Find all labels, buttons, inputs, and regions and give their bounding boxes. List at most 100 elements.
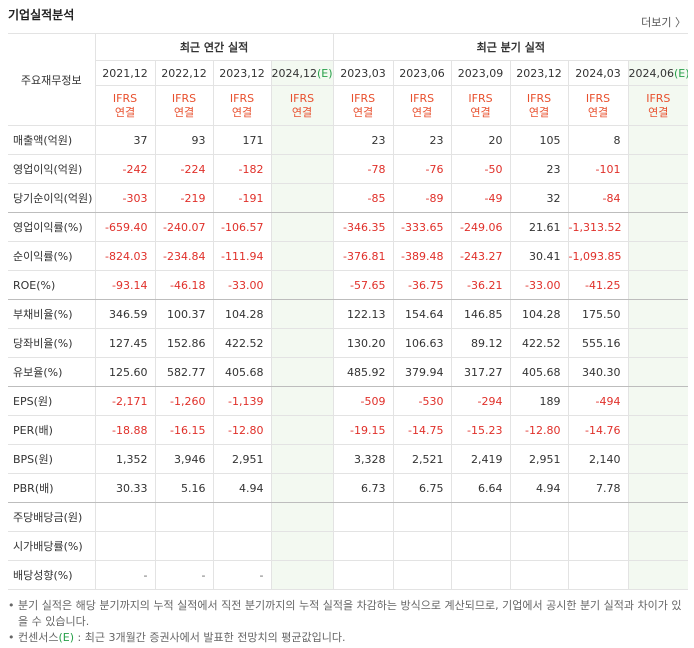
basis-header: IFRS 연결	[332, 85, 394, 126]
value-cell: -89	[392, 183, 452, 213]
value-cell	[627, 183, 689, 213]
value-cell: -	[94, 560, 156, 590]
value-cell	[94, 502, 156, 532]
value-cell: 106.63	[392, 328, 452, 358]
value-cell: -2,171	[94, 386, 156, 416]
row-label: 당기순이익(억원)	[8, 183, 96, 213]
period-header: 2022,12	[154, 60, 214, 86]
value-cell: -249.06	[450, 212, 511, 242]
value-cell: 175.50	[567, 299, 629, 329]
value-cell: 2,419	[450, 444, 511, 474]
row-label: PER(배)	[8, 415, 96, 445]
value-cell	[270, 473, 334, 503]
value-cell: 20	[450, 125, 511, 155]
basis-header: IFRS 연결	[270, 85, 334, 126]
value-cell: 6.73	[332, 473, 394, 503]
data-row: 주당배당금(원)	[8, 502, 689, 532]
value-cell	[392, 560, 452, 590]
value-cell: 555.16	[567, 328, 629, 358]
value-cell: 23	[332, 125, 394, 155]
value-cell: -182	[212, 154, 272, 184]
value-cell: -240.07	[154, 212, 214, 242]
period-header: 2021,12	[95, 60, 156, 86]
value-cell: 122.13	[332, 299, 394, 329]
value-cell	[627, 560, 689, 590]
estimate-mark: (E)	[317, 66, 333, 80]
basis-header: IFRS 연결	[567, 85, 629, 126]
period-header: 2023,03	[332, 60, 394, 86]
note-mark: (E)	[58, 631, 75, 644]
value-cell: 89.12	[450, 328, 511, 358]
value-cell	[450, 560, 511, 590]
value-cell	[270, 241, 334, 271]
value-cell: 6.75	[392, 473, 452, 503]
basis-text: 연결	[291, 105, 313, 119]
corner-cell: 주요재무정보	[8, 33, 96, 126]
note: • 컨센서스(E) : 최근 3개월간 증권사에서 발표한 전망치의 평균값입니…	[8, 631, 346, 644]
basis-header: IFRS 연결	[95, 85, 156, 126]
value-cell	[567, 502, 629, 532]
value-cell: -85	[332, 183, 394, 213]
value-cell: -234.84	[154, 241, 214, 271]
value-cell: 2,951	[509, 444, 569, 474]
value-cell: 130.20	[332, 328, 394, 358]
value-cell: -16.15	[154, 415, 214, 445]
data-row: BPS(원) 1,352 3,946 2,951 3,328 2,521 2,419 2,95…	[8, 444, 689, 474]
row-label: 부채비율(%)	[8, 299, 96, 329]
basis-text: 연결	[648, 105, 669, 119]
value-cell: -106.57	[212, 212, 272, 242]
note-text: : 최근 3개월간 증권사에서 발표한 전망치의 평균값입니다.	[74, 631, 346, 644]
period-header: 2024,03	[567, 60, 629, 86]
row-label: 유보율(%)	[8, 357, 96, 387]
value-cell: -41.25	[567, 270, 629, 300]
value-cell: -389.48	[392, 241, 452, 271]
data-row: 배당성향(%) - - -	[8, 560, 689, 590]
basis-text: 연결	[173, 105, 195, 119]
value-cell: -1,093.85	[567, 241, 629, 271]
basis-text: IFRS	[229, 91, 255, 105]
basis-text: IFRS	[112, 91, 138, 105]
value-cell: -	[212, 560, 272, 590]
basis-text: IFRS	[526, 91, 552, 105]
note-text: 컨센서스	[18, 631, 59, 644]
period-date: 2023,06	[399, 66, 445, 80]
row-label: PBR(배)	[8, 473, 96, 503]
value-cell: 104.28	[212, 299, 272, 329]
basis-text: IFRS	[289, 91, 315, 105]
value-cell: 100.37	[154, 299, 214, 329]
value-cell: 104.28	[509, 299, 569, 329]
value-cell: -1,260	[154, 386, 214, 416]
basis-text: 연결	[411, 105, 433, 119]
value-cell: -224	[154, 154, 214, 184]
more-link[interactable]: 더보기 〉	[641, 16, 686, 29]
data-row: 영업이익(억원) -242 -224 -182 -78 -76 -50 23 -101	[8, 154, 689, 184]
value-cell: 21.61	[509, 212, 569, 242]
value-cell: -509	[332, 386, 394, 416]
value-cell: -93.14	[94, 270, 156, 300]
value-cell: 422.52	[212, 328, 272, 358]
period-date: 2023,09	[457, 66, 504, 80]
value-cell: 127.45	[94, 328, 156, 358]
value-cell: 582.77	[154, 357, 214, 387]
basis-text: IFRS	[468, 91, 493, 105]
value-cell	[627, 502, 689, 532]
value-cell: -346.35	[332, 212, 394, 242]
data-row: 시가배당률(%)	[8, 531, 689, 561]
value-cell: -111.94	[212, 241, 272, 271]
period-date: 2021,12	[102, 66, 148, 80]
value-cell: -219	[154, 183, 214, 213]
value-cell	[627, 444, 689, 474]
value-cell: 3,328	[332, 444, 394, 474]
value-cell: 2,140	[567, 444, 629, 474]
note-text: 분기 실적은 해당 분기까지의 누적 실적에서 직전 분기까지의 누적 실적을 …	[18, 599, 682, 628]
value-cell	[627, 299, 689, 329]
header-row: 2021,12 2022,12 2023,12 2024,12(E) 2023,03 20…	[8, 60, 689, 86]
value-cell	[627, 473, 689, 503]
notes: • 분기 실적은 해당 분기까지의 누적 실적에서 직전 분기까지의 누적 실적…	[8, 598, 688, 646]
value-cell: -15.23	[450, 415, 511, 445]
value-cell	[270, 183, 334, 213]
value-cell: 23	[392, 125, 452, 155]
value-cell: -12.80	[509, 415, 569, 445]
value-cell: 340.30	[567, 357, 629, 387]
basis-header: IFRS 연결	[212, 85, 272, 126]
